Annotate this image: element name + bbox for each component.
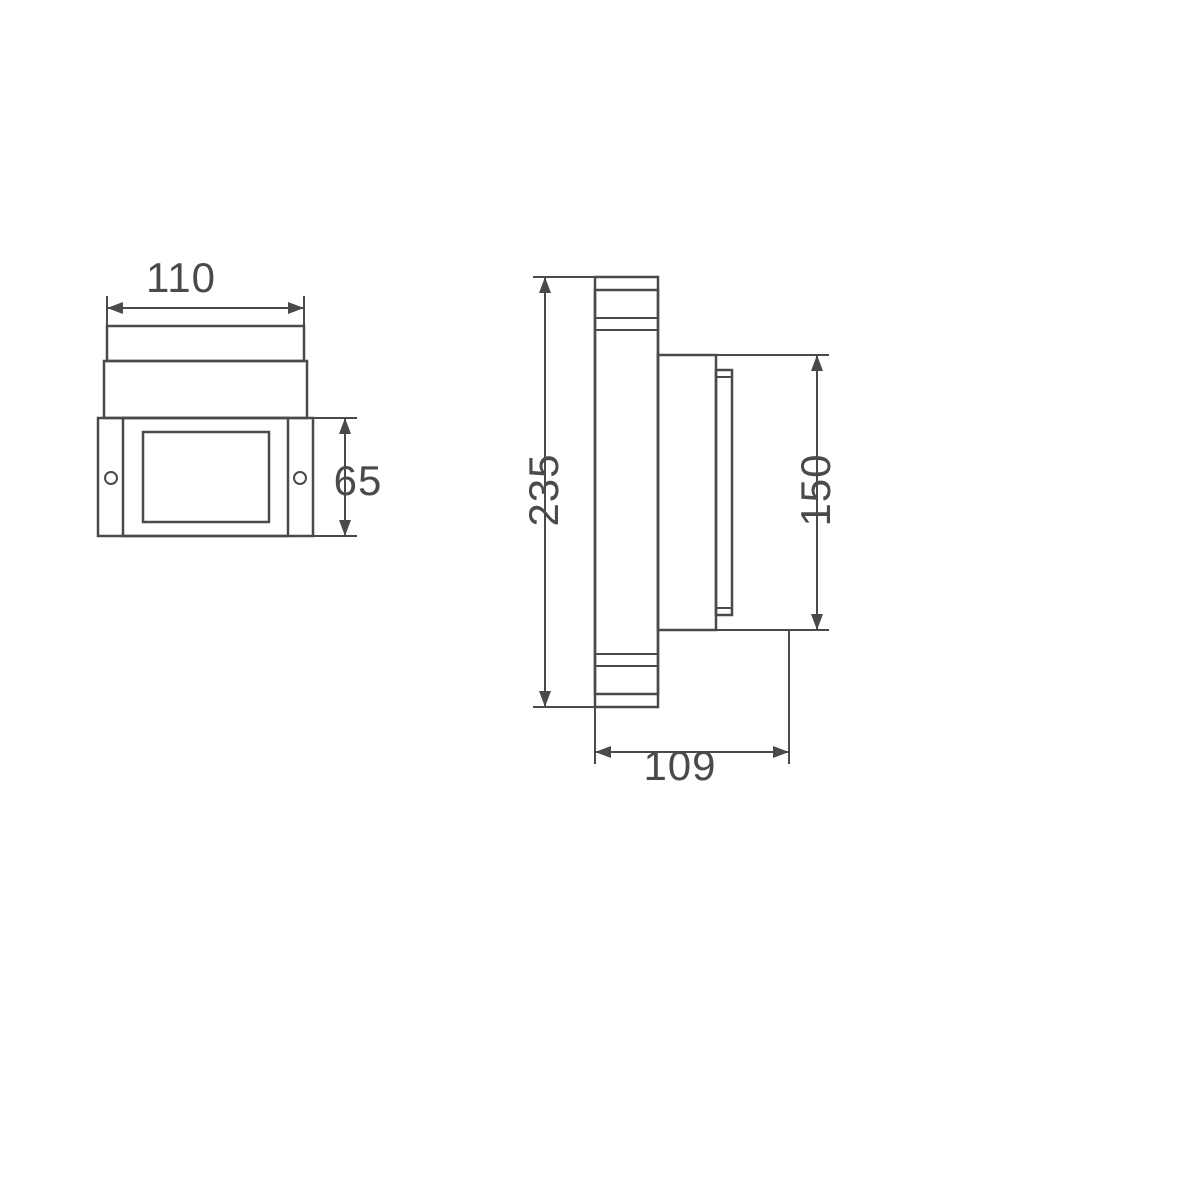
dimension-label: 235	[520, 453, 567, 526]
dimension-label: 109	[643, 742, 716, 789]
dimension-label: 150	[792, 453, 839, 526]
technical-drawing: 110 65 235 150 109	[0, 0, 1200, 1200]
dimension-label: 110	[146, 254, 216, 301]
dimension-label: 65	[334, 457, 383, 504]
